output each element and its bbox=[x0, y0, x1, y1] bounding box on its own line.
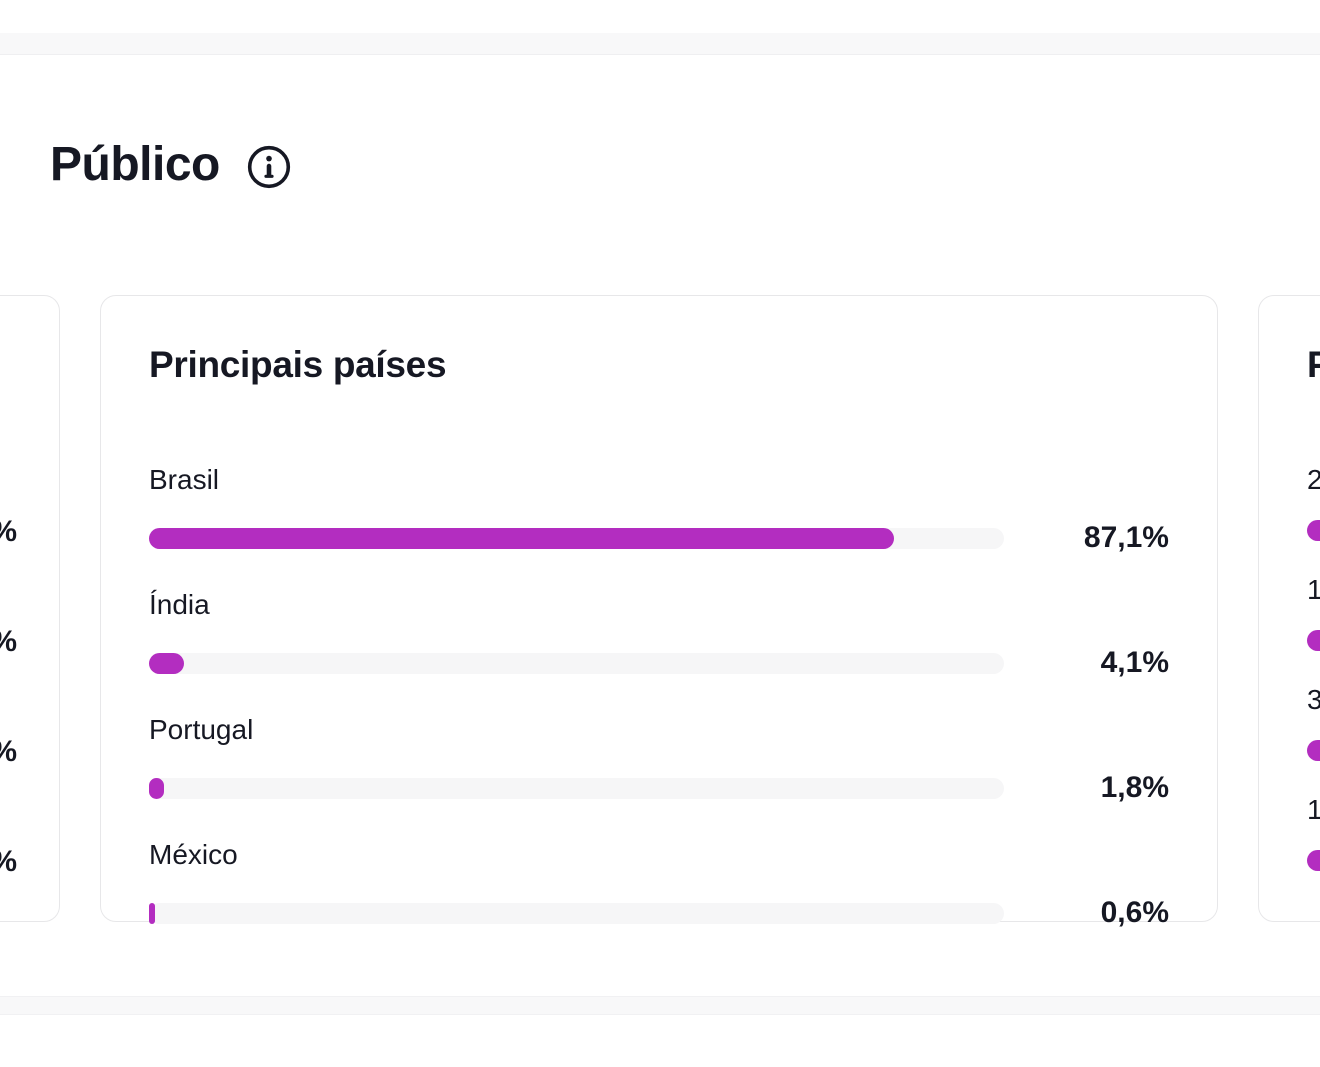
info-icon bbox=[246, 144, 292, 190]
country-label: Índia bbox=[149, 589, 210, 620]
bar-line: 1,8% bbox=[149, 770, 1169, 806]
card-top-countries: Principais países Brasil 87,1% Índia 4, bbox=[100, 295, 1218, 929]
top-separator-band bbox=[0, 33, 1320, 55]
bar-track bbox=[1307, 850, 1320, 871]
country-value: 4,1% bbox=[1100, 646, 1169, 679]
right-card-row: 1 bbox=[1307, 570, 1320, 651]
label-fragment: 1 bbox=[1307, 794, 1320, 825]
section-header: Público bbox=[50, 134, 292, 196]
right-card-row: 2 bbox=[1307, 460, 1320, 541]
bar-track bbox=[1307, 740, 1320, 761]
left-card-value-fragment: % bbox=[0, 624, 17, 660]
country-value: 1,8% bbox=[1100, 771, 1169, 804]
right-card-row: 3 bbox=[1307, 680, 1320, 761]
card-title-fragment: P bbox=[1307, 344, 1320, 385]
bar-line: 0,6% bbox=[149, 895, 1169, 931]
country-row-portugal: Portugal 1,8% bbox=[149, 710, 1169, 806]
bar-fill-fragment bbox=[1307, 850, 1320, 871]
country-label: México bbox=[149, 839, 238, 870]
bar-track bbox=[149, 527, 1004, 549]
left-card-value-fragment: % bbox=[0, 844, 17, 880]
country-row-brasil: Brasil 87,1% bbox=[149, 460, 1169, 556]
bar-line bbox=[1307, 630, 1320, 651]
bottom-separator-band bbox=[0, 996, 1320, 1015]
left-card-value-fragment: % bbox=[0, 734, 17, 770]
info-button[interactable] bbox=[246, 144, 292, 190]
label-fragment: 1 bbox=[1307, 574, 1320, 605]
card-left-partial: % % % % bbox=[0, 295, 60, 922]
country-row-mexico: México 0,6% bbox=[149, 835, 1169, 931]
bar-fill bbox=[149, 652, 185, 674]
label-fragment: 3 bbox=[1307, 684, 1320, 715]
card-title: Principais países bbox=[149, 344, 447, 385]
bar-track bbox=[149, 652, 1004, 674]
country-rows: Brasil 87,1% Índia 4,1% Port bbox=[149, 460, 1169, 931]
bar-track bbox=[149, 902, 1004, 924]
bar-line bbox=[1307, 740, 1320, 761]
country-value: 87,1% bbox=[1083, 521, 1169, 554]
country-row-india: Índia 4,1% bbox=[149, 585, 1169, 681]
country-label: Brasil bbox=[149, 464, 220, 495]
bar-fill bbox=[149, 777, 165, 799]
bar-line bbox=[1307, 850, 1320, 871]
bar-line: 87,1% bbox=[149, 520, 1169, 556]
card-right-partial: P 2 1 3 bbox=[1258, 295, 1320, 922]
bar-track bbox=[1307, 630, 1320, 651]
bar-line: 4,1% bbox=[149, 645, 1169, 681]
bar-fill-fragment bbox=[1307, 740, 1320, 761]
country-label: Portugal bbox=[149, 714, 254, 745]
bar-fill-fragment bbox=[1307, 630, 1320, 651]
bar-fill bbox=[149, 527, 894, 549]
bar-track bbox=[1307, 520, 1320, 541]
label-fragment: 2 bbox=[1307, 464, 1320, 495]
left-card-value-fragment: % bbox=[0, 514, 17, 550]
bar-line bbox=[1307, 520, 1320, 541]
country-value: 0,6% bbox=[1100, 896, 1169, 929]
right-card-row: 1 bbox=[1307, 790, 1320, 871]
bar-fill bbox=[149, 902, 155, 924]
right-card-rows: 2 1 3 bbox=[1307, 460, 1320, 871]
page-title: Público bbox=[50, 138, 220, 191]
bar-fill-fragment bbox=[1307, 520, 1320, 541]
bar-track bbox=[149, 777, 1004, 799]
